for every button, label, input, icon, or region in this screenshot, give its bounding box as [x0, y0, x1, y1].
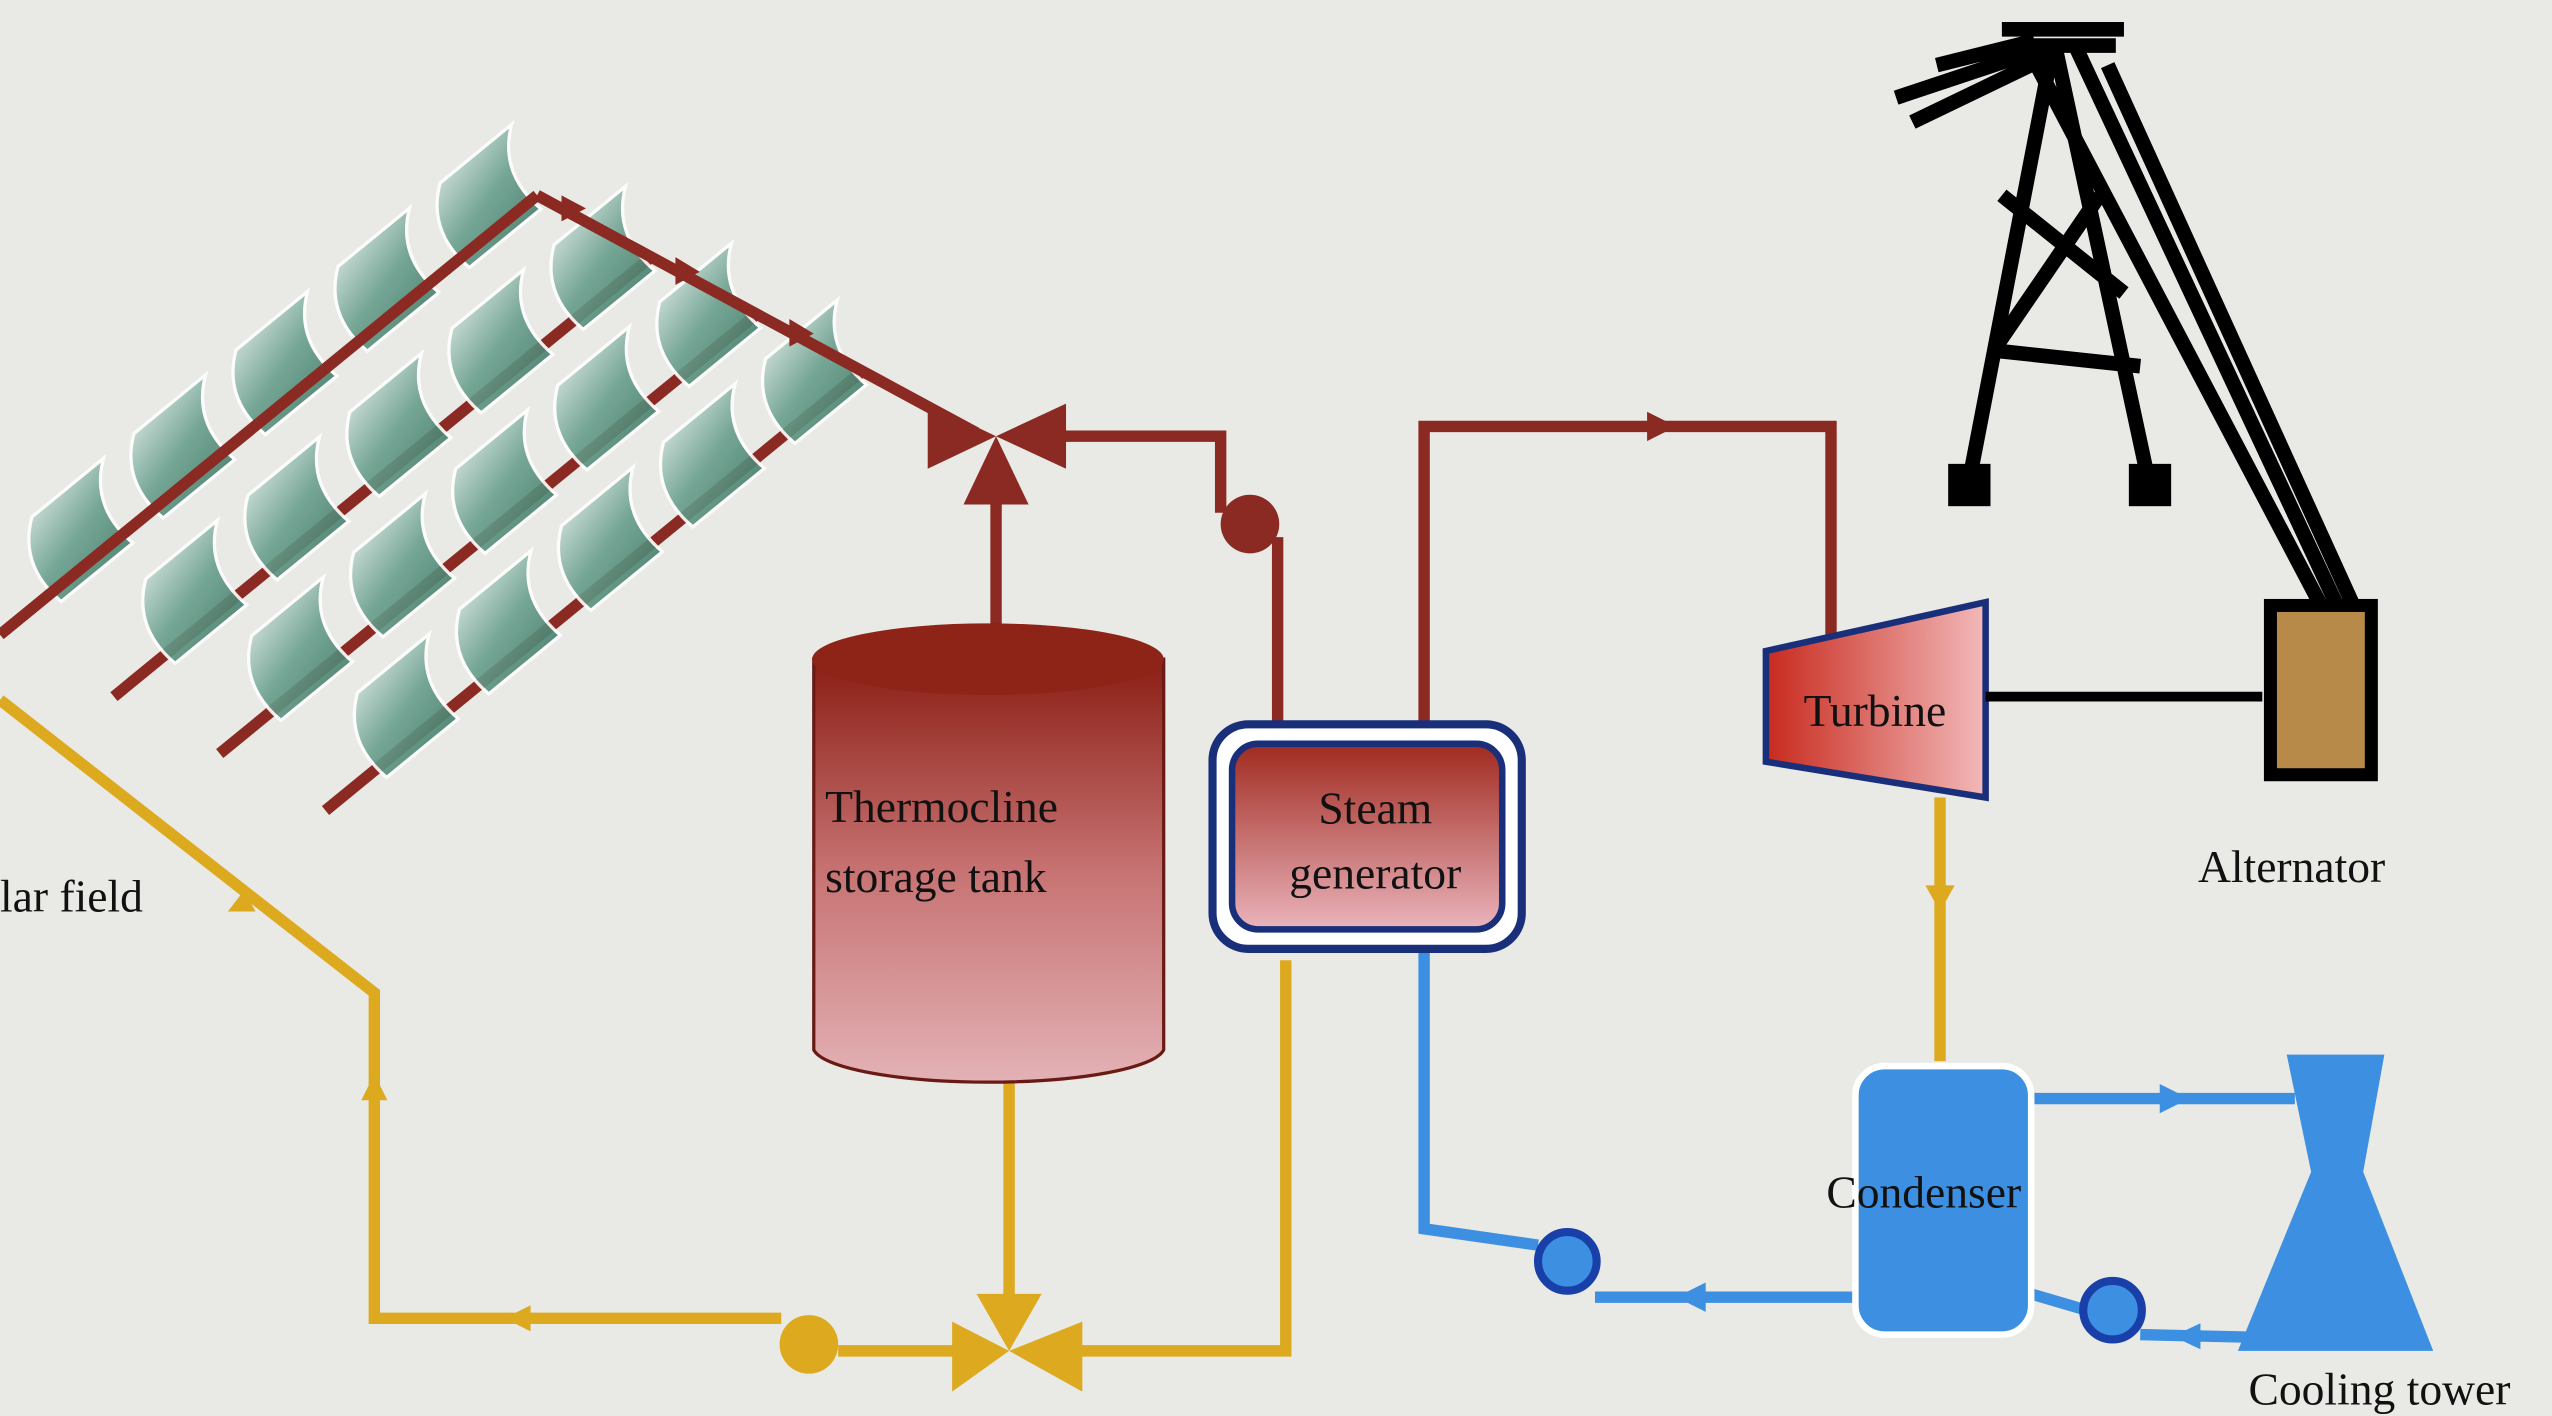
trough — [141, 515, 250, 666]
arrow — [1676, 1083, 2201, 1350]
trough — [435, 119, 544, 270]
tank — [812, 657, 1166, 1084]
pipe — [1418, 420, 1837, 725]
trough — [760, 295, 870, 446]
trough — [454, 546, 563, 696]
trough — [451, 405, 560, 556]
label: Cooling tower — [2248, 1364, 2510, 1415]
trough — [655, 238, 764, 389]
foot — [1948, 463, 1991, 507]
valve — [952, 1293, 1083, 1392]
trough — [129, 370, 238, 521]
solar-field — [27, 119, 870, 815]
pipe — [1057, 960, 1292, 1357]
trough — [556, 462, 665, 613]
trough — [352, 629, 461, 780]
label: Condenser — [1826, 1167, 2021, 1218]
trough — [333, 203, 442, 354]
label: Alternator — [2198, 841, 2385, 892]
condenser — [1852, 1062, 2035, 1338]
trough — [658, 379, 768, 529]
pump — [2079, 1276, 2146, 1344]
pump — [1220, 494, 1280, 554]
tank-top — [812, 623, 1164, 695]
pipe — [0, 190, 541, 640]
steam-generator-inner — [1228, 740, 1506, 933]
arrow — [561, 195, 1677, 442]
label: generator — [1289, 848, 1461, 899]
label: Turbine — [1804, 685, 1947, 736]
trough — [549, 181, 658, 332]
pipe — [2029, 1288, 2279, 1344]
trough — [27, 453, 136, 604]
pipe — [1418, 952, 1539, 1251]
pipe — [534, 190, 980, 438]
trough — [231, 286, 340, 437]
pylon — [1893, 21, 2359, 606]
label: lar field — [0, 870, 143, 921]
valve — [927, 403, 1067, 505]
trough — [349, 489, 458, 639]
pipe — [0, 695, 782, 1325]
label: storage tank — [825, 851, 1047, 902]
foot — [2128, 463, 2172, 507]
cooling-tower — [2237, 1054, 2434, 1351]
label: Thermocline — [825, 781, 1058, 832]
pump — [779, 1315, 839, 1374]
label: Steam — [1318, 783, 1432, 834]
alternator — [2263, 598, 2378, 782]
trough — [243, 432, 352, 583]
trough — [345, 348, 454, 499]
trough — [447, 265, 556, 416]
trough — [553, 322, 662, 473]
pump — [1533, 1228, 1601, 1295]
trough — [247, 572, 356, 723]
pipe — [1041, 430, 1227, 513]
turbine — [1762, 598, 1989, 802]
arrow — [227, 885, 1955, 1332]
